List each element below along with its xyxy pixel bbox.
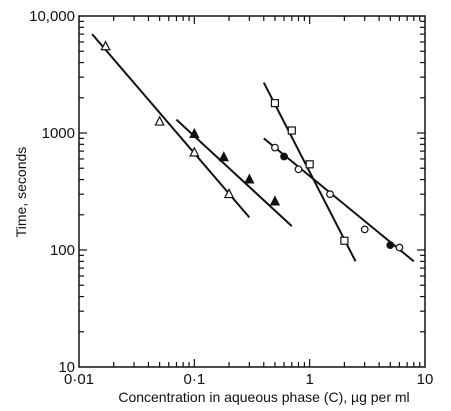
ticks (79, 16, 425, 367)
y-tick-label: 100 (50, 242, 75, 259)
data-point (287, 126, 296, 135)
x-tick-label: 0·01 (64, 371, 94, 388)
data-points (100, 40, 404, 252)
x-tick-label: 1 (305, 371, 313, 388)
data-point (280, 152, 288, 161)
fit-lines (91, 33, 415, 263)
data-point (271, 143, 279, 152)
data-point (244, 173, 255, 184)
data-point (189, 146, 200, 157)
data-point (269, 195, 281, 206)
plot-frame (78, 15, 426, 368)
data-point (326, 190, 334, 199)
x-tick-label: 0·1 (183, 371, 205, 388)
data-point (154, 115, 165, 126)
x-tick-label: 10 (417, 371, 434, 388)
y-tick-label: 10 (58, 359, 75, 376)
fit-line (262, 82, 357, 262)
y-tick-label: 1000 (42, 125, 75, 142)
data-point (340, 236, 349, 245)
data-point (294, 165, 303, 174)
x-axis-title: Concentration in aqueous phase (C), µg p… (118, 389, 409, 405)
data-point (305, 160, 314, 169)
data-point (360, 225, 369, 234)
data-point (189, 127, 200, 139)
data-point (270, 99, 280, 108)
data-point (100, 40, 111, 51)
fit-line (91, 33, 251, 219)
data-point (218, 151, 229, 162)
fit-line (263, 137, 415, 263)
data-point (223, 188, 235, 199)
tick-labels: 0·01 0·1 1 10 10 100 1000 10,000 (29, 8, 433, 388)
y-axis-title: Time, seconds (13, 147, 29, 238)
data-point (386, 241, 395, 250)
y-tick-label: 10,000 (29, 8, 75, 25)
data-point (395, 243, 404, 252)
